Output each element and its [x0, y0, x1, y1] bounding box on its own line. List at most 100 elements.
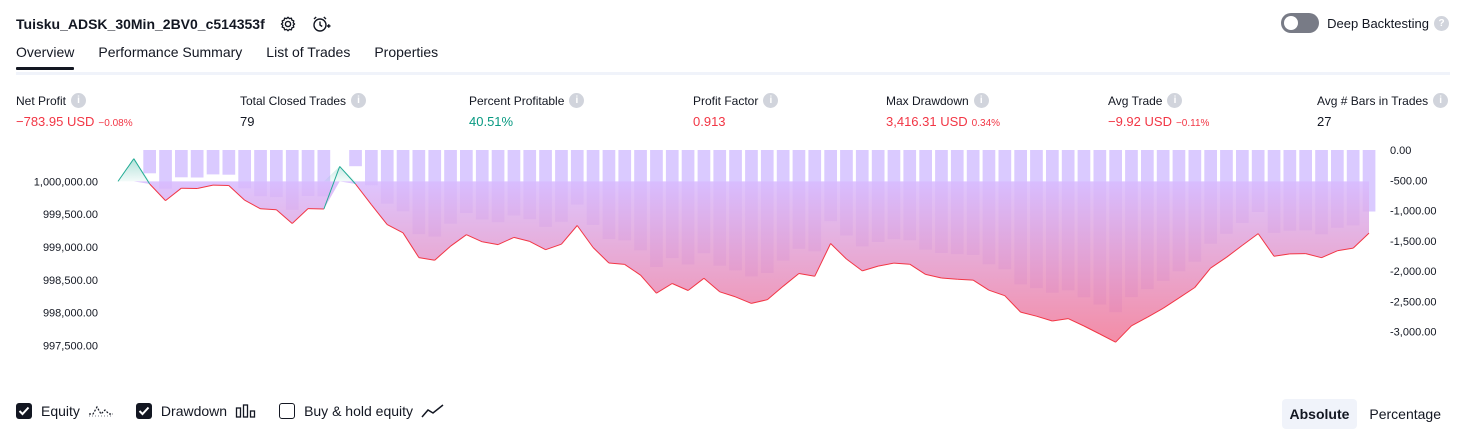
- equity-line-segment: [830, 243, 847, 260]
- drawdown-bar: [190, 150, 204, 178]
- metrics-row: Net Profit i −783.95 USD −0.08% Total Clos…: [0, 93, 1466, 133]
- equity-line-segment: [703, 277, 721, 293]
- percentage-button[interactable]: Percentage: [1369, 406, 1441, 422]
- equity-line-segment: [276, 209, 293, 224]
- left-axis-tick: 998,500.00: [43, 275, 98, 287]
- equity-line-segment: [1210, 256, 1227, 269]
- drawdown-bar: [206, 150, 220, 175]
- equity-line-segment: [751, 299, 768, 304]
- info-icon[interactable]: i: [763, 93, 779, 108]
- right-axis-tick: -3,000.00: [1390, 327, 1436, 339]
- metric-label: Net Profit: [16, 93, 67, 108]
- absolute-button[interactable]: Absolute: [1281, 399, 1358, 429]
- equity-line-segment: [893, 262, 910, 265]
- metric-percent: −0.08%: [98, 118, 133, 129]
- equity-line-segment: [862, 265, 879, 272]
- equity-line-segment: [165, 187, 182, 201]
- equity-line-segment: [323, 166, 341, 210]
- equity-line-icon: [88, 403, 114, 419]
- equity-line-segment: [735, 296, 752, 304]
- equity-line-segment: [513, 236, 530, 242]
- legend-equity-label: Equity: [41, 403, 80, 419]
- legend-drawdown[interactable]: Drawdown: [135, 403, 257, 419]
- tab-performance-summary[interactable]: Performance Summary: [98, 44, 243, 60]
- equity-line-segment: [719, 291, 736, 298]
- equity-line-segment: [1099, 333, 1116, 343]
- report-tabs: Overview Performance Summary List of Tra…: [16, 44, 462, 70]
- metric-value: −9.92 USD: [1108, 114, 1172, 129]
- metric-percent-profitable: Percent Profitable i 40.51%: [469, 93, 585, 131]
- add-alert-icon[interactable]: [311, 15, 331, 33]
- metric-value: 79: [240, 114, 255, 129]
- equity-line-segment: [545, 243, 562, 251]
- equity-line-segment: [450, 234, 467, 247]
- metric-label: Avg Trade: [1108, 93, 1163, 108]
- info-icon[interactable]: i: [569, 93, 585, 108]
- strategy-name: Tuisku_ADSK_30Min_2BV0_c514353f: [16, 16, 265, 32]
- equity-line-segment: [1131, 316, 1148, 327]
- equity-line-segment: [798, 273, 815, 277]
- left-axis-tick: 999,500.00: [43, 209, 98, 221]
- equity-checkbox[interactable]: [16, 403, 32, 419]
- chart-legend: Equity Drawdown Buy & hold equity: [16, 403, 467, 419]
- legend-buy-hold[interactable]: Buy & hold equity: [279, 403, 445, 419]
- right-axis-tick: -500.00: [1390, 175, 1427, 187]
- deep-backtesting-toggle[interactable]: [1281, 13, 1320, 33]
- equity-line-segment: [941, 277, 958, 280]
- equity-line-segment: [482, 241, 499, 246]
- equity-line-segment: [972, 279, 990, 291]
- equity-line-segment: [592, 247, 610, 264]
- deep-backtesting: Deep Backtesting ?: [1281, 13, 1449, 33]
- equity-line-segment: [1178, 287, 1196, 299]
- equity-line-segment: [1067, 318, 1085, 327]
- metric-profit-factor: Profit Factor i 0.913: [693, 93, 779, 131]
- equity-line-segment: [434, 245, 451, 261]
- equity-line-segment: [957, 278, 974, 281]
- left-axis-tick: 997,500.00: [43, 341, 98, 353]
- drawdown-bar: [159, 150, 172, 189]
- legend-drawdown-label: Drawdown: [160, 403, 228, 419]
- tab-overview[interactable]: Overview: [16, 44, 75, 70]
- equity-line-segment: [671, 283, 689, 291]
- drawdown-checkbox[interactable]: [135, 403, 152, 419]
- legend-buy-hold-label: Buy & hold equity: [304, 403, 414, 419]
- equity-line-segment: [624, 263, 641, 276]
- tab-properties[interactable]: Properties: [374, 44, 439, 60]
- equity-line-segment: [1337, 247, 1354, 252]
- equity-line-segment: [466, 234, 483, 243]
- equity-line-segment: [561, 225, 578, 245]
- metric-label: Percent Profitable: [469, 93, 565, 108]
- equity-line-segment: [1242, 233, 1259, 246]
- info-icon[interactable]: i: [71, 93, 87, 108]
- tab-divider: [16, 72, 1450, 75]
- right-axis-tick: -1,500.00: [1390, 236, 1436, 248]
- help-icon[interactable]: ?: [1434, 15, 1449, 31]
- info-icon[interactable]: i: [973, 93, 989, 108]
- equity-line-segment: [608, 262, 625, 265]
- equity-line-segment: [529, 240, 546, 251]
- equity-line-segment: [1115, 325, 1132, 343]
- legend-equity[interactable]: Equity: [16, 403, 114, 419]
- equity-line-segment: [1226, 245, 1243, 258]
- equity-line-segment: [878, 262, 894, 267]
- equity-line-segment: [1052, 318, 1069, 322]
- drawdown-bar: [222, 150, 236, 175]
- equity-line-segment: [1162, 297, 1180, 309]
- info-icon[interactable]: i: [1433, 93, 1449, 108]
- equity-line-segment: [133, 158, 151, 185]
- equity-line-segment: [1321, 250, 1338, 259]
- right-axis-tick: -2,000.00: [1390, 266, 1436, 278]
- info-icon[interactable]: i: [1167, 93, 1183, 108]
- equity-line-segment: [418, 257, 435, 261]
- equity-line-segment: [260, 208, 277, 211]
- deep-backtesting-label: Deep Backtesting: [1327, 15, 1429, 31]
- equity-line-segment: [846, 258, 863, 272]
- info-icon[interactable]: i: [351, 93, 367, 108]
- drawdown-bars-icon: [235, 403, 257, 419]
- equity-line-segment: [371, 204, 388, 225]
- equity-line-segment: [228, 185, 246, 201]
- buy-hold-checkbox[interactable]: [279, 403, 296, 419]
- settings-icon[interactable]: [279, 15, 297, 33]
- metric-label: Avg # Bars in Trades: [1317, 93, 1429, 108]
- tab-list-of-trades[interactable]: List of Trades: [266, 44, 351, 60]
